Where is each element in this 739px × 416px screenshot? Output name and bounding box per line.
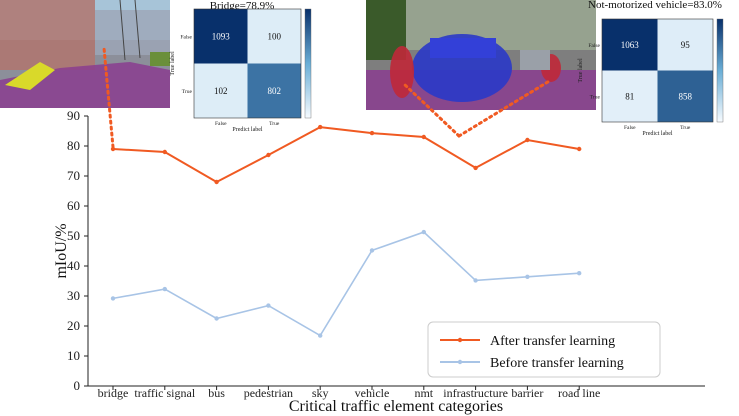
data-point-after: [473, 165, 478, 171]
confusion-matrix-cell: [194, 63, 248, 118]
y-tick-labels: 0 10 20 30 40 50 60 70 80 90: [67, 108, 88, 393]
confusion-matrix-xlabel: Predict label: [642, 131, 672, 137]
y-tick-label: 40: [67, 258, 80, 273]
legend-label-after: After transfer learning: [490, 334, 615, 349]
legend-box: [427, 321, 661, 378]
series-line-before: [112, 231, 580, 337]
data-point-after: [577, 146, 582, 152]
confusion-matrix-value: 802: [268, 86, 282, 96]
confusion-matrix-cell: [602, 19, 658, 71]
x-tick-label: infrastructure: [443, 386, 508, 400]
callout-lines: [102, 46, 553, 149]
y-axis-title: mIoU/%: [53, 223, 70, 278]
data-point-after: [525, 137, 530, 143]
confusion-matrix-cell: [602, 70, 658, 122]
confusion-matrix-frame: [601, 18, 714, 123]
data-point-after: [214, 179, 219, 185]
x-tick-label: bus: [208, 386, 225, 400]
confusion-matrix-row-label: False: [180, 34, 192, 40]
confusion-matrix-cell: [194, 9, 248, 64]
legend-marker-after: [457, 337, 463, 343]
confusion-matrix-value: 1093: [212, 31, 231, 41]
confusion-matrix-frame: [193, 8, 302, 119]
data-point-after: [421, 134, 426, 140]
y-tick-label: 10: [67, 348, 80, 363]
x-tick-label: vehicle: [355, 386, 390, 400]
confusion-matrix-row-label: True: [590, 94, 601, 100]
data-point-before: [577, 271, 582, 276]
confusion-matrix-ylabel: True label: [578, 58, 584, 83]
confusion-matrix-value: 1063: [621, 40, 640, 50]
confusion-matrix-xlabel: Predict label: [232, 127, 262, 133]
x-tick-label: road line: [558, 386, 600, 400]
y-tick-label: 30: [67, 288, 80, 303]
confusion-matrix-title: Not-motorized vehicle=83.0%: [588, 0, 722, 11]
data-point-before: [473, 278, 478, 283]
confusion-matrix-ylabel: True label: [170, 51, 176, 76]
y-tick-label: 20: [67, 318, 80, 333]
confusion-matrix-cell: [247, 63, 301, 118]
confusion-matrix-cell: [657, 19, 713, 71]
confusion-matrix-value: 81: [625, 91, 634, 101]
confusion-matrix-col-label: True: [269, 121, 280, 127]
callout-bridge: [102, 46, 115, 149]
legend-marker-before: [457, 359, 463, 365]
data-point-before: [214, 316, 219, 321]
confusion-matrix-value: 858: [679, 91, 693, 101]
data-point-after: [318, 124, 323, 130]
x-tick-label: pedestrian: [244, 386, 293, 400]
y-tick-label: 50: [67, 228, 80, 243]
colorbar: [716, 18, 724, 123]
data-point-after: [369, 130, 375, 136]
y-tick-label: 80: [67, 138, 80, 153]
confusion-matrix-col-label: False: [215, 121, 227, 127]
confusion-matrix-nmt: Not-motorized vehicle=83.0% 1063 95 81 858 Fa…: [578, 0, 724, 137]
confusion-matrix-row-label: False: [588, 43, 600, 49]
y-tick-label: 60: [67, 198, 80, 213]
confusion-matrix-value: 95: [681, 40, 691, 50]
data-point-before: [421, 229, 426, 235]
legend-label-before: Before transfer learning: [490, 356, 624, 371]
x-tick-label: nmt: [414, 386, 433, 400]
confusion-matrix-cell: [247, 9, 301, 64]
x-tick-label: sky: [312, 386, 329, 400]
confusion-matrix-value: 100: [268, 31, 282, 41]
series-layer: [110, 124, 582, 338]
data-point-before: [110, 296, 116, 301]
x-tick-label: barrier: [511, 386, 543, 400]
data-point-after: [162, 149, 167, 155]
segmentation-photo-bridge: [0, 0, 170, 108]
y-tick-label: 90: [67, 108, 80, 123]
segmentation-photo-nmt: [366, 0, 596, 110]
colorbar: [304, 8, 312, 119]
confusion-matrix-row-label: True: [182, 89, 193, 95]
data-point-before: [369, 248, 375, 253]
data-point-before: [318, 333, 323, 338]
data-point-before: [162, 286, 167, 292]
confusion-matrix-value: 102: [214, 86, 228, 96]
confusion-matrix-col-label: False: [624, 125, 636, 131]
x-tick-label: bridge: [98, 386, 129, 400]
plot-axes: [87, 116, 705, 387]
x-axis-title: Critical traffic element categories: [289, 398, 503, 415]
y-tick-label: 70: [67, 168, 80, 183]
series-line-after: [112, 126, 580, 184]
y-tick-label: 0: [74, 378, 81, 393]
legend: After transfer learning Before transfer …: [427, 321, 661, 378]
x-tick-labels: bridge traffic signal bus pedestrian sky vehi…: [98, 386, 600, 400]
data-point-before: [525, 274, 530, 279]
callout-nmt-right: [457, 78, 553, 138]
callout-nmt-left: [402, 82, 461, 138]
confusion-matrix-col-label: True: [680, 125, 691, 131]
x-tick-label: traffic signal: [134, 386, 195, 400]
data-point-after: [266, 152, 271, 158]
confusion-matrix-cell: [657, 70, 713, 122]
data-point-before: [266, 303, 271, 308]
